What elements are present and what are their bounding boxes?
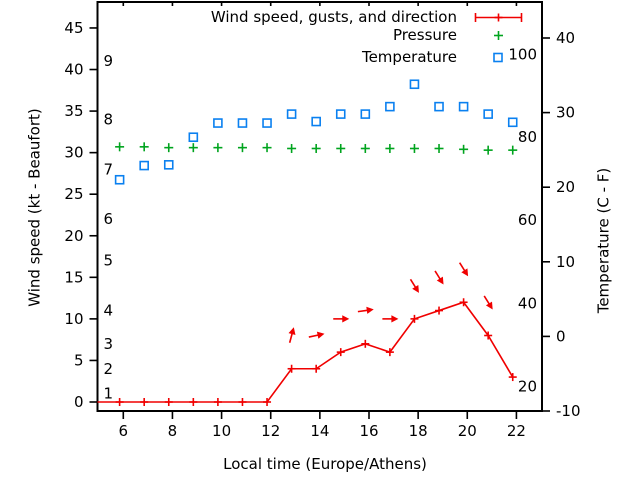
gust-direction-arrow	[357, 306, 374, 314]
gust-direction-arrow	[458, 262, 469, 277]
fahrenheit-scale-label: 80	[518, 128, 537, 146]
y-right-tick-label: 30	[556, 104, 575, 122]
beaufort-scale-label: 4	[104, 302, 114, 320]
y-left-tick-label: 20	[64, 227, 83, 245]
fahrenheit-scale-label: 40	[518, 295, 537, 313]
gust-direction-arrow	[333, 315, 350, 323]
temperature-point	[311, 116, 321, 127]
y-right-tick-label: 20	[556, 178, 575, 196]
y-left-tick-label: 5	[74, 351, 84, 369]
y-left-tick-label: 10	[64, 310, 83, 328]
temperature-point	[385, 101, 395, 112]
temperature-point	[139, 160, 149, 171]
temperature-point	[262, 118, 272, 128]
x-tick-label: 16	[359, 422, 378, 440]
legend-label-pressure: Pressure	[392, 26, 457, 44]
temperature-point	[213, 118, 223, 128]
y-left-axis-title: Wind speed (kt - Beaufort)	[25, 108, 44, 307]
y-right-tick-label: 40	[556, 29, 575, 47]
temperature-point	[507, 117, 518, 128]
x-tick-label: 20	[458, 422, 477, 440]
beaufort-scale-label: 9	[104, 52, 114, 70]
y-left-tick-label: 45	[64, 19, 83, 37]
y-left-tick-label: 30	[64, 144, 83, 162]
y-left-tick-label: 15	[64, 268, 83, 286]
temperature-point	[188, 132, 199, 143]
x-tick-label: 12	[261, 422, 280, 440]
temperature-point	[163, 160, 174, 170]
beaufort-scale-label: 3	[104, 335, 114, 353]
temperature-point	[286, 109, 297, 119]
temperature-point	[360, 109, 371, 119]
beaufort-scale-label: 5	[104, 252, 114, 270]
temperature-point	[114, 174, 125, 185]
legend-temperature-sample	[493, 52, 503, 63]
wind-speed-line	[97, 301, 514, 403]
y-left-tick-label: 0	[74, 393, 84, 411]
x-tick-label: 18	[409, 422, 428, 440]
y-right-axis-title: Temperature (C - F)	[594, 167, 613, 314]
gust-direction-arrow	[382, 315, 399, 323]
beaufort-scale-label: 8	[104, 110, 114, 128]
x-tick-label: 22	[507, 422, 526, 440]
gust-direction-arrow	[483, 295, 493, 310]
y-right-tick-label: 10	[556, 253, 575, 271]
beaufort-scale-label: 7	[104, 160, 114, 178]
gust-direction-arrow	[409, 278, 419, 293]
y-left-tick-label: 40	[64, 61, 83, 79]
y-right-tick-label: 0	[556, 327, 566, 345]
legend-label-temperature: Temperature	[361, 48, 457, 66]
beaufort-scale-label: 1	[104, 385, 114, 403]
x-tick-label: 14	[310, 422, 329, 440]
fahrenheit-scale-label: 60	[518, 211, 537, 229]
beaufort-scale-label: 2	[104, 360, 114, 378]
temperature-point	[335, 109, 346, 119]
temperature-point	[409, 79, 420, 90]
y-right-tick-label: -10	[556, 402, 581, 420]
x-tick-label: 8	[168, 422, 178, 440]
gust-direction-arrow	[308, 331, 325, 339]
fahrenheit-scale-label: 100	[508, 45, 537, 63]
x-tick-label: 10	[212, 422, 231, 440]
legend-label-wind: Wind speed, gusts, and direction	[210, 8, 457, 26]
gust-direction-arrow	[434, 270, 444, 285]
temperature-point	[483, 109, 493, 119]
y-left-tick-label: 35	[64, 102, 83, 120]
beaufort-scale-label: 6	[104, 210, 114, 228]
fahrenheit-scale-label: 20	[518, 377, 537, 395]
temperature-point	[434, 101, 444, 112]
temperature-point	[458, 101, 469, 112]
y-left-tick-label: 25	[64, 185, 83, 203]
x-axis-title: Local time (Europe/Athens)	[223, 455, 427, 473]
x-tick-label: 6	[119, 422, 129, 440]
temperature-point	[237, 118, 248, 128]
plot-border	[96, 1, 543, 412]
gust-direction-arrow	[288, 327, 296, 343]
